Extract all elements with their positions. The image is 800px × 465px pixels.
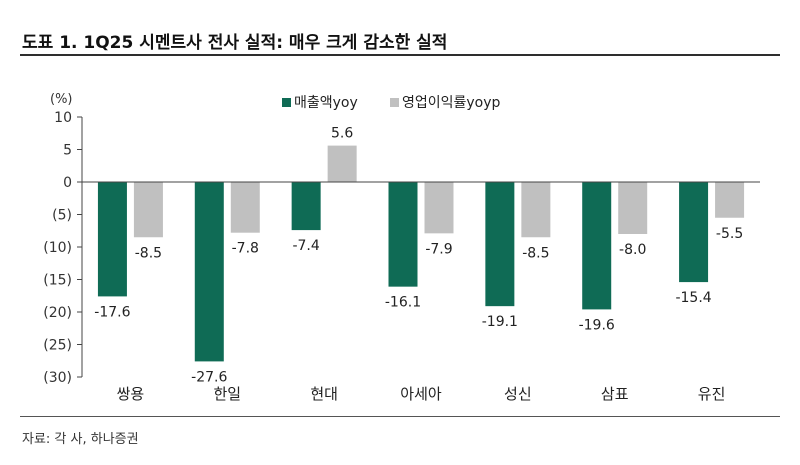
x-tick-label: 아세아 — [400, 385, 442, 403]
x-tick-label: 한일 — [213, 385, 241, 403]
op-margin-bar — [618, 182, 648, 234]
y-axis: 10 5 0 (5) (10) (15) (20) (25) (30) — [43, 110, 83, 386]
op-margin-bar — [715, 182, 745, 218]
op-margin-bar — [521, 182, 551, 238]
y-tick-label: 5 — [63, 143, 72, 159]
bottom-rule — [20, 416, 780, 417]
op-margin-bar — [424, 182, 454, 234]
data-label: -19.1 — [482, 314, 518, 330]
figure-title: 도표 1. 1Q25 시멘트사 전사 실적: 매우 크게 감소한 실적 — [22, 33, 448, 53]
source-note: 자료: 각 사, 하나증권 — [22, 432, 139, 447]
y-tick-label: (15) — [43, 273, 72, 289]
y-tick-label: (20) — [43, 305, 72, 321]
sales-bar — [97, 182, 127, 297]
data-label: -15.4 — [675, 290, 711, 306]
sales-bar — [485, 182, 515, 307]
op-margin-bar — [230, 182, 260, 233]
bars — [97, 145, 745, 362]
op-margin-bar — [133, 182, 163, 238]
sales-bar — [194, 182, 224, 362]
chart-legend: 매출액yoy 영업이익률yoyp — [282, 95, 501, 111]
x-tick-label: 삼표 — [601, 385, 629, 403]
y-tick-label: (30) — [43, 370, 72, 386]
legend-swatch-sales — [282, 98, 291, 107]
legend-label-sales: 매출액yoy — [294, 95, 358, 111]
sales-bar — [291, 182, 321, 231]
y-axis-unit-label: (%) — [50, 92, 73, 107]
y-tick-label: (25) — [43, 338, 72, 354]
data-label: -8.5 — [135, 245, 162, 261]
data-label: -19.6 — [579, 317, 615, 333]
data-label: -7.8 — [232, 241, 259, 257]
data-label: -5.5 — [716, 226, 743, 242]
legend-label-op-margin: 영업이익률yoyp — [402, 95, 501, 111]
y-tick-label: (10) — [43, 240, 72, 256]
data-label: -16.1 — [385, 295, 421, 311]
y-tick-label: 0 — [63, 175, 72, 191]
data-label: -7.4 — [292, 238, 319, 254]
sales-bar — [582, 182, 612, 310]
data-label: -8.0 — [619, 242, 646, 258]
data-label: -17.6 — [94, 304, 130, 320]
x-tick-label: 성신 — [504, 385, 532, 403]
sales-bar — [679, 182, 709, 283]
y-tick-label: 10 — [54, 110, 72, 126]
data-label: -8.5 — [522, 245, 549, 261]
data-labels: -17.6 -8.5 -27.6 -7.8 -7.4 5.6 -16.1 -7.9 -19.1 -… — [94, 126, 743, 386]
x-tick-label: 쌍용 — [117, 385, 145, 403]
legend-swatch-op-margin — [390, 98, 399, 107]
title-rule — [20, 54, 780, 56]
data-label: -7.9 — [425, 241, 452, 257]
data-label: -27.6 — [191, 369, 227, 385]
x-axis: 쌍용 한일 현대 아세아 성신 삼표 유진 — [82, 181, 760, 403]
x-tick-label: 현대 — [310, 385, 338, 403]
sales-bar — [388, 182, 418, 287]
y-tick-label: (5) — [52, 208, 72, 224]
x-tick-label: 유진 — [698, 385, 726, 403]
data-label: 5.6 — [331, 126, 353, 142]
op-margin-bar — [327, 145, 357, 182]
